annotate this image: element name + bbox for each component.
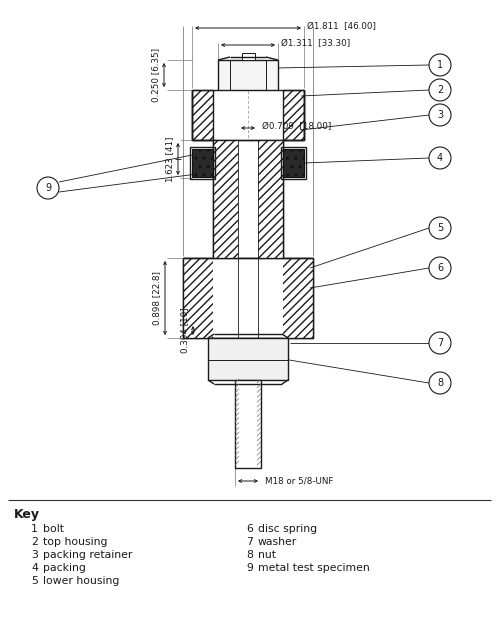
Circle shape: [429, 217, 451, 239]
Bar: [192, 90, 213, 140]
Text: lower housing: lower housing: [43, 576, 119, 586]
Bar: [183, 258, 213, 338]
Bar: [283, 149, 304, 177]
Bar: [208, 338, 288, 380]
Circle shape: [429, 372, 451, 394]
Bar: [213, 140, 238, 258]
Bar: [258, 140, 283, 258]
Text: 6: 6: [246, 524, 253, 534]
Text: 0.898 [22.8]: 0.898 [22.8]: [153, 271, 162, 325]
Text: 5: 5: [437, 223, 443, 233]
Bar: [213, 140, 283, 258]
Bar: [218, 60, 278, 90]
Bar: [192, 149, 213, 177]
Bar: [183, 258, 313, 338]
Text: Ø1.811  [46.00]: Ø1.811 [46.00]: [307, 22, 376, 32]
Text: metal test specimen: metal test specimen: [258, 563, 370, 573]
Text: 4: 4: [31, 563, 38, 573]
Circle shape: [429, 54, 451, 76]
Circle shape: [429, 147, 451, 169]
Bar: [281, 147, 306, 179]
Bar: [283, 258, 313, 338]
Text: packing: packing: [43, 563, 86, 573]
Text: 2: 2: [31, 537, 38, 547]
Text: 3: 3: [437, 110, 443, 120]
Text: Ø1.311  [33.30]: Ø1.311 [33.30]: [281, 40, 350, 48]
Text: nut: nut: [258, 550, 276, 560]
Text: 8: 8: [246, 550, 253, 560]
Circle shape: [429, 79, 451, 101]
Text: top housing: top housing: [43, 537, 107, 547]
Text: 9: 9: [246, 563, 253, 573]
Text: Key: Key: [14, 508, 40, 521]
Text: 5: 5: [31, 576, 38, 586]
Text: bolt: bolt: [43, 524, 64, 534]
Text: 0.250 [6.35]: 0.250 [6.35]: [152, 48, 161, 102]
Text: 0.394 [10]: 0.394 [10]: [181, 308, 190, 353]
Text: Ø0.709  [18.00]: Ø0.709 [18.00]: [262, 122, 331, 132]
Text: 2: 2: [437, 85, 443, 95]
Bar: [190, 147, 215, 179]
Text: 6: 6: [437, 263, 443, 273]
Text: washer: washer: [258, 537, 297, 547]
Bar: [235, 380, 261, 468]
Circle shape: [429, 257, 451, 279]
Text: M18 or 5/8-UNF: M18 or 5/8-UNF: [265, 476, 333, 486]
Circle shape: [429, 104, 451, 126]
Text: 1.623 [41]: 1.623 [41]: [166, 136, 175, 182]
Bar: [242, 53, 255, 60]
Text: 4: 4: [437, 153, 443, 163]
Text: 3: 3: [31, 550, 38, 560]
Circle shape: [37, 177, 59, 199]
Text: 9: 9: [45, 183, 51, 193]
Text: packing retainer: packing retainer: [43, 550, 132, 560]
Text: 1: 1: [437, 60, 443, 70]
Circle shape: [429, 332, 451, 354]
Bar: [283, 90, 304, 140]
Text: 7: 7: [246, 537, 253, 547]
Text: 7: 7: [437, 338, 443, 348]
Text: disc spring: disc spring: [258, 524, 317, 534]
Text: 8: 8: [437, 378, 443, 388]
Text: 1: 1: [31, 524, 38, 534]
